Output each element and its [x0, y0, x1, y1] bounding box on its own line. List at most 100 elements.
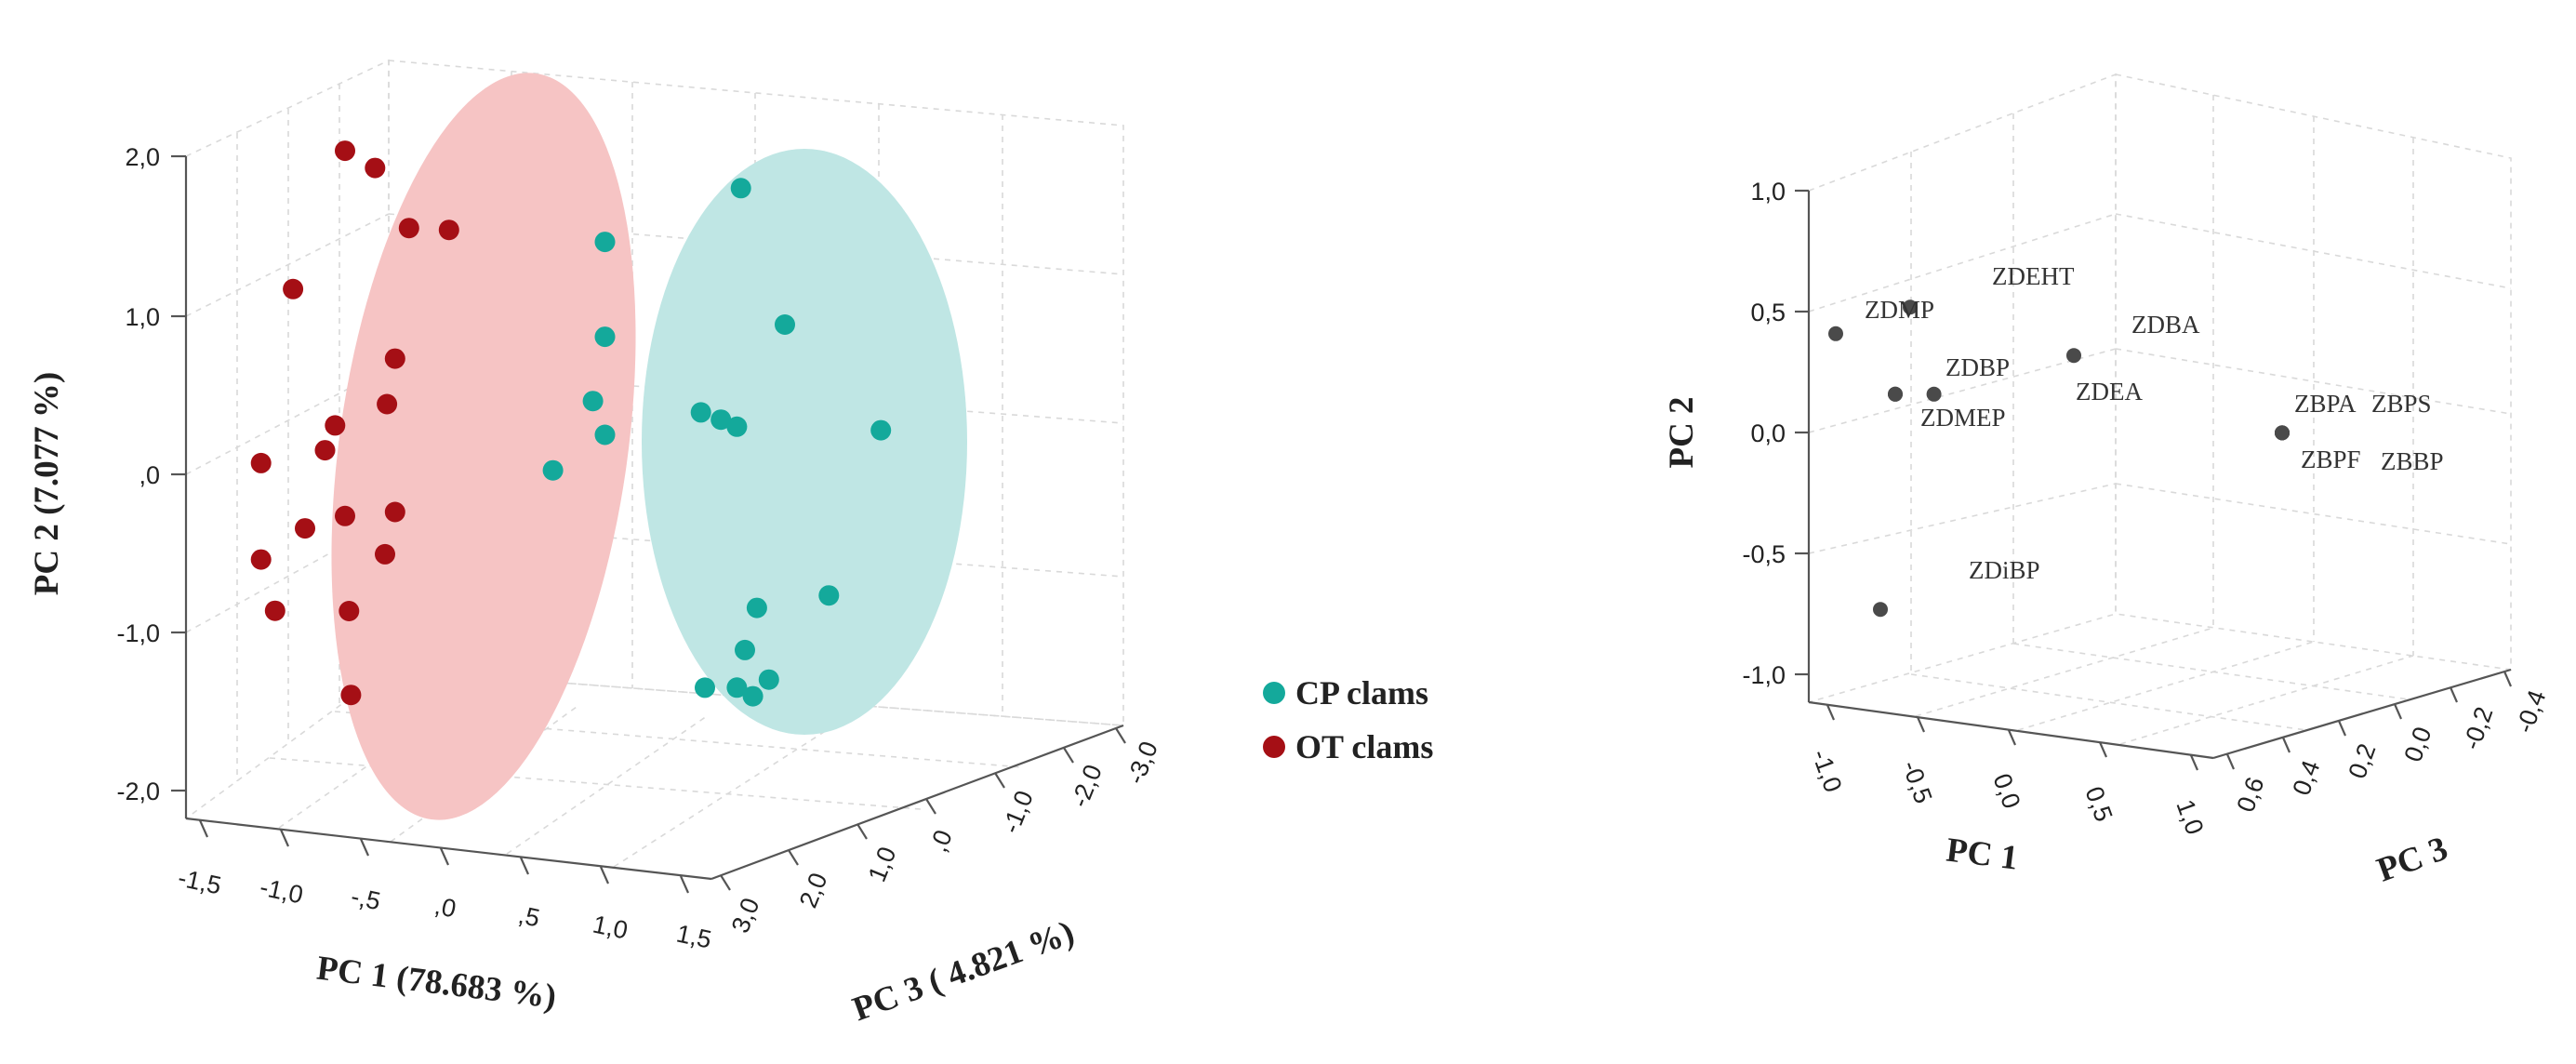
pc1-tick-label: 1,0: [591, 911, 631, 945]
cp-clams-point: [870, 419, 892, 441]
loading-pc2-ticks: 1,0 0,5 0,0 -0,5 -1,0: [1742, 178, 1809, 689]
legend-swatch-cp-clams: [1263, 682, 1285, 704]
ot-clams-ellipse: [331, 73, 636, 820]
ot-clams-point: [438, 219, 459, 241]
cp-clams-point: [594, 326, 616, 348]
ot-clams-point: [365, 157, 386, 179]
cp-clams-point: [594, 424, 616, 446]
cp-clams-point: [818, 585, 840, 606]
ot-clams-point: [335, 140, 355, 162]
ot-clams-point: [250, 549, 272, 570]
loading-pc1-tick-label: 0,5: [2079, 783, 2118, 826]
loading-pc2-tick-label: 0,5: [1750, 299, 1786, 326]
cp-clams-ellipse: [642, 149, 967, 735]
cp-clams-point: [742, 685, 764, 707]
loading-pc3-axis-title: PC 3: [2372, 830, 2452, 890]
ot-clams-point: [264, 600, 285, 621]
loading-pc3-tick-label: -0,2: [2457, 703, 2498, 753]
loading-pc1-ticks: -1,0 -0,5 0,0 0,5 1,0: [1806, 704, 2209, 839]
loading-pc3-ticks: 0,6 0,4 0,2 0,0 -0,2 -0,4: [2225, 671, 2552, 817]
loading-points: [1828, 299, 2290, 618]
loading-pc2-tick-label: 0,0: [1750, 419, 1786, 447]
cp-clams-point: [758, 669, 779, 690]
ot-clams-point: [377, 393, 398, 415]
cp-clams-point: [730, 178, 751, 199]
legend-label-cp-clams: CP clams: [1295, 674, 1428, 712]
cp-clams-point: [710, 409, 732, 431]
loading-pc2-tick-label: -1,0: [1742, 661, 1786, 689]
pc3-tick-label: -2,0: [1066, 761, 1108, 811]
loading-pc3-axis-line: [2212, 668, 2512, 760]
point-label-zdbp: ZDBP: [1945, 353, 2010, 381]
loading-pc2-tick-label: -0,5: [1742, 540, 1786, 568]
pc1-axis-line: [185, 817, 712, 881]
loading-point-zdibp: [1873, 602, 1888, 618]
point-label-zdea: ZDEA: [2076, 378, 2143, 406]
score-plot-floor-grid: [185, 669, 1124, 880]
pc1-tick-label: -1,0: [258, 873, 306, 910]
pc3-tick-label: ,0: [924, 826, 958, 856]
cp-clams-point: [542, 459, 564, 481]
point-label-zbpa: ZBPA: [2294, 390, 2357, 418]
pc3-tick-label: -3,0: [1122, 738, 1163, 788]
point-label-zdba: ZDBA: [2131, 311, 2200, 339]
pc2-tick-label: ,0: [139, 461, 160, 489]
pc1-tick-label: ,5: [516, 901, 542, 933]
cp-clams-point: [690, 402, 711, 423]
pc3-tick-label: 2,0: [794, 869, 833, 911]
point-label-zdeht: ZDEHT: [1992, 262, 2075, 290]
ot-clams-point: [335, 505, 355, 526]
loading-pc3-tick-label: 0,6: [2231, 774, 2269, 817]
legend-swatch-ot-clams: [1263, 736, 1285, 758]
loading-pc3-tick-label: 0,2: [2343, 740, 2381, 783]
ot-clams-point: [339, 601, 360, 621]
pc3-ticks: 3,0 2,0 1,0 ,0 -1,0 -2,0 -3,0: [720, 727, 1163, 937]
point-label-zdmp: ZDMP: [1865, 296, 1934, 324]
pc1-tick-label: -,5: [349, 883, 383, 916]
ot-clams-point: [384, 348, 405, 369]
loading-pc1-tick-label: 0,0: [1987, 770, 2025, 813]
loading-pc3-tick-label: -0,4: [2510, 686, 2551, 737]
cp-clams-point: [746, 597, 767, 618]
pc1-tick-label: ,0: [432, 892, 458, 924]
loading-pc2-tick-label: 1,0: [1750, 178, 1786, 206]
ot-clams-point: [314, 440, 336, 461]
point-label-zdibp: ZDiBP: [1969, 556, 2040, 584]
pc2-ticks: 2,0 1,0 ,0 -1,0 -2,0: [116, 143, 186, 805]
loading-pc3-tick-label: 0,0: [2398, 724, 2437, 766]
pc2-axis-title: PC 2 (7.077 %): [28, 372, 66, 595]
ot-clams-point: [398, 218, 419, 239]
loading-point-zdea: [1926, 386, 1942, 402]
loading-pc1-axis-title: PC 1: [1945, 831, 2021, 878]
loading-pc1-tick-label: -0,5: [1896, 757, 1937, 807]
loading-pc2-axis-title: PC 2: [1663, 396, 1701, 468]
loading-plot-left-wall-grid: [1808, 73, 2117, 704]
loading-plot-back-wall-grid: [2115, 73, 2512, 671]
ot-clams-point: [325, 415, 346, 436]
loading-point-zdba: [2066, 348, 2081, 364]
cp-clams-point: [726, 677, 748, 698]
pc1-tick-label: -1,5: [176, 864, 224, 900]
pc1-ticks: -1,5 -1,0 -,5 ,0 ,5 1,0 1,5: [176, 819, 714, 954]
pc2-tick-label: 1,0: [125, 303, 160, 331]
pc2-tick-label: -2,0: [116, 778, 160, 805]
cp-clams-point: [735, 639, 755, 660]
legend-label-ot-clams: OT clams: [1295, 728, 1433, 765]
pc3-axis-line: [710, 724, 1124, 881]
pc2-tick-label: -1,0: [116, 619, 160, 647]
cp-clams-point: [594, 232, 616, 253]
loading-pc1-tick-label: 1,0: [2171, 796, 2209, 839]
score-plot-left-wall-grid: [185, 59, 390, 820]
pc3-tick-label: -1,0: [997, 787, 1039, 837]
cp-clams-point: [775, 314, 795, 335]
ot-clams-point: [283, 278, 304, 299]
cp-clams-point: [695, 677, 715, 698]
loading-pc1-axis-line: [1808, 700, 2214, 760]
point-label-zbpf: ZBPF: [2301, 446, 2361, 473]
pc3-axis-title: PC 3 ( 4.821 %): [848, 913, 1080, 1029]
ot-clams-point: [375, 543, 395, 565]
ot-clams-point: [340, 685, 362, 706]
score-plot: 2,0 1,0 ,0 -1,0 -2,0 -1,5 -1,0 -,5 ,0 ,5…: [28, 59, 1163, 1029]
loading-point-zdmp: [1828, 326, 1843, 341]
